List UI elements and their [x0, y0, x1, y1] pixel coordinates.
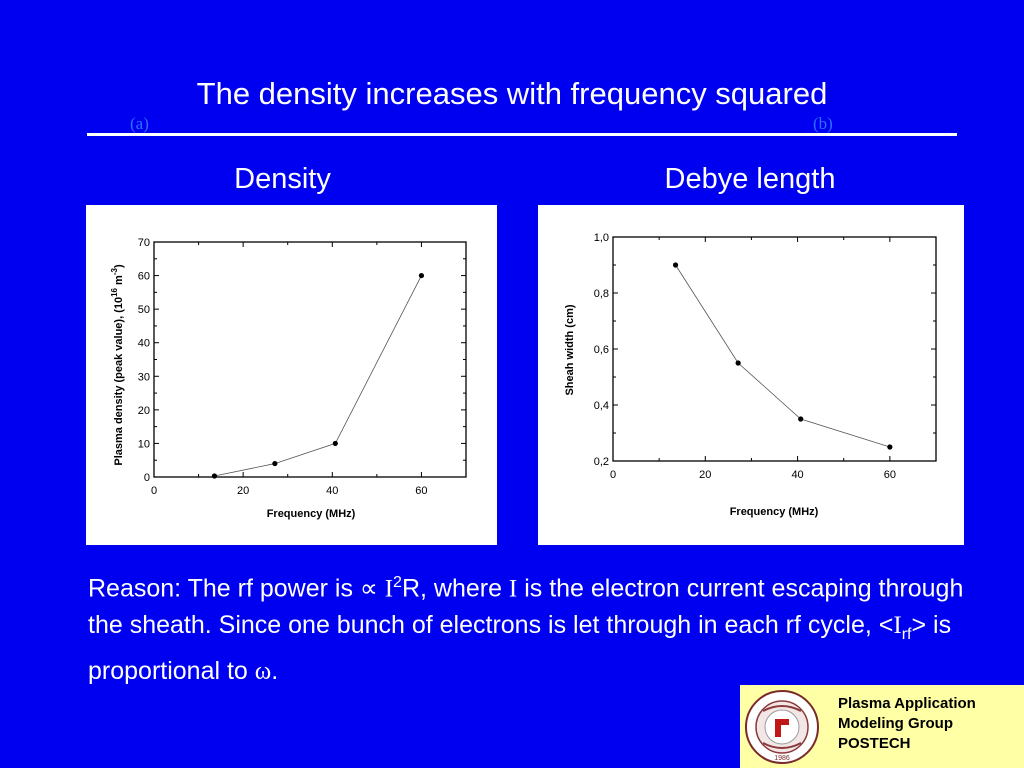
density-heading: Density — [234, 163, 331, 195]
y-tick-label: 60 — [138, 271, 150, 283]
series-line — [675, 264, 890, 448]
org-line1: Plasma Application — [838, 695, 976, 712]
title-rule — [87, 133, 957, 136]
rf-subscript: rf — [901, 626, 912, 644]
x-tick-label: 20 — [237, 485, 249, 497]
squared-exponent: 2 — [393, 574, 402, 591]
y-tick-label: 0,8 — [594, 288, 609, 300]
series-line — [214, 275, 422, 477]
plot-frame — [612, 236, 937, 462]
x-tick-label: 0 — [610, 469, 616, 481]
current-symbol-3: I — [893, 612, 902, 640]
omega-symbol: ω — [254, 658, 272, 686]
data-point — [735, 360, 741, 366]
data-point — [332, 440, 338, 447]
y-tick-label: 1,0 — [594, 232, 609, 244]
y-tick-label: 50 — [138, 304, 150, 316]
proportional-symbol: ∝ — [359, 575, 378, 603]
reason-text: Reason: The rf power is ∝ I2R, where I i… — [88, 565, 978, 690]
x-tick-label: 20 — [699, 469, 711, 481]
y-tick-label: 0,2 — [594, 456, 609, 468]
seal-year: 1986 — [774, 755, 790, 762]
x-tick-label: 60 — [884, 469, 896, 481]
data-point — [672, 262, 679, 268]
debye-chart-svg: 0 20 40 60 0,2 0,4 0,6 0,8 1,0 Frequency (MHz) S… — [564, 232, 937, 518]
panel-b-tag: (b) — [813, 114, 833, 133]
plot-frame — [153, 241, 467, 478]
data-point — [418, 272, 425, 279]
reason-part2: R, where — [401, 574, 509, 603]
y-tick-label: 40 — [138, 338, 150, 350]
density-x-axis-label: Frequency (MHz) — [267, 508, 356, 520]
org-name: Plasma Application Modeling Group POSTEC… — [838, 694, 976, 754]
debye-length-heading: Debye length — [664, 163, 836, 195]
x-tick-label: 40 — [326, 485, 338, 497]
current-symbol-2: I — [508, 575, 518, 603]
density-y-axis-label: Plasma density (peak value), (1016 m-3) — [110, 264, 125, 466]
x-tick-label: 40 — [791, 469, 803, 481]
y-tick-label: 70 — [138, 237, 150, 249]
data-point — [272, 460, 278, 467]
reason-part5: . — [271, 657, 279, 686]
panel-a-tag: (a) — [130, 114, 149, 133]
data-point — [211, 473, 218, 479]
org-line3: POSTECH — [838, 735, 911, 752]
x-tick-label: 0 — [151, 485, 157, 497]
debye-chart: 0 20 40 60 0,2 0,4 0,6 0,8 1,0 Frequency (MHz) S… — [538, 205, 964, 545]
y-tick-label: 0,4 — [594, 400, 609, 412]
density-chart: 0 20 40 60 0 10 20 30 40 50 60 70 Frequency (MHz) P… — [86, 205, 497, 545]
reason-part3: is the electron current escaping through… — [88, 574, 964, 640]
y-tick-label: 20 — [138, 405, 150, 417]
university-seal-icon: 1986 — [745, 690, 819, 764]
reason-part4: > is proportional to — [88, 611, 952, 686]
y-tick-label: 0 — [144, 472, 150, 484]
slide-title: The density increases with frequency squ… — [196, 76, 828, 111]
footer-logo-panel: 1986 Plasma Application Modeling Group P… — [740, 685, 1024, 768]
debye-x-axis-label: Frequency (MHz) — [730, 506, 819, 518]
y-tick-label: 10 — [138, 438, 150, 450]
y-tick-label: 30 — [138, 371, 150, 383]
reason-part1: Reason: The rf power is — [88, 574, 360, 603]
debye-y-axis-label: Sheah width (cm) — [564, 304, 576, 395]
x-tick-label: 60 — [415, 485, 427, 497]
y-tick-label: 0,6 — [594, 344, 609, 356]
data-point — [798, 416, 804, 422]
data-point — [887, 444, 893, 450]
org-line2: Modeling Group — [838, 715, 953, 732]
density-chart-svg: 0 20 40 60 0 10 20 30 40 50 60 70 Frequency (MHz) P… — [110, 237, 467, 520]
current-symbol: I — [384, 575, 394, 603]
